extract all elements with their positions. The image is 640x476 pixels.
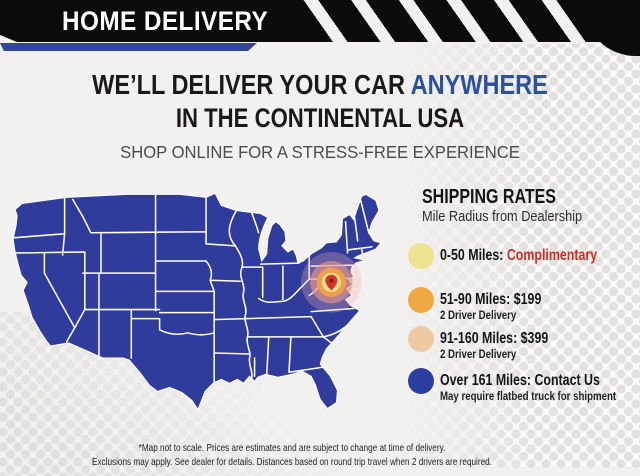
page-title: HOME DELIVERY — [62, 5, 269, 36]
rate-note: 2 Driver Delivery — [440, 310, 517, 322]
rate-text: 91-160 Miles: $399 2 Driver Delivery — [440, 326, 575, 363]
rate-label: 0-50 Miles: Complimentary — [440, 246, 597, 265]
usa-map-svg — [12, 192, 382, 411]
disclaimer-line1: *Map not to scale. Prices are estimates … — [138, 442, 446, 454]
rate-text: 0-50 Miles: Complimentary — [440, 243, 636, 265]
pin-center-dot — [329, 278, 334, 283]
rate-dot-91-160 — [408, 326, 434, 352]
disclaimer: *Map not to scale. Prices are estimates … — [0, 441, 584, 469]
shipping-rates-panel: SHIPPING RATES Mile Radius from Dealersh… — [406, 186, 640, 416]
rate-range: 51-90 Miles: — [440, 291, 514, 308]
rates-subtitle: Mile Radius from Dealership — [422, 208, 583, 225]
rate-note: 2 Driver Delivery — [440, 349, 517, 361]
headline-line1: WE’LL DELIVER YOUR CAR ANYWHERE — [51, 68, 589, 101]
rate-range: 91-160 Miles: — [440, 330, 521, 347]
header-diagonal-stripes — [300, 0, 608, 42]
rate-row-over-161: Over 161 Miles: Contact Us May require f… — [408, 368, 640, 405]
rate-label: Over 161 Miles: Contact Us — [440, 371, 608, 390]
hero-headline: WE’LL DELIVER YOUR CAR ANYWHERE IN THE C… — [0, 68, 640, 163]
rate-dot-0-50 — [408, 243, 434, 269]
headline-line2: IN THE CONTINENTAL USA — [175, 103, 465, 133]
header-corner-shape — [588, 0, 640, 56]
rate-row-51-90: 51-90 Miles: $199 2 Driver Delivery — [408, 287, 567, 324]
usa-map — [6, 190, 390, 418]
headline-subtitle: SHOP ONLINE FOR A STRESS-FREE EXPERIENCE — [120, 142, 520, 162]
rate-range: Over 161 Miles: — [440, 372, 535, 389]
rate-text: 51-90 Miles: $199 2 Driver Delivery — [440, 287, 567, 324]
rate-label: 51-90 Miles: $199 — [440, 290, 541, 309]
headline-black-text: WE’LL DELIVER YOUR CAR — [92, 69, 411, 100]
accent-underline-bar — [0, 43, 257, 51]
rate-note: May require flatbed truck for shipment — [440, 391, 617, 403]
rate-value: Complimentary — [506, 247, 598, 264]
rate-value: $199 — [513, 291, 542, 308]
rate-value: $399 — [520, 330, 549, 347]
rate-dot-51-90 — [408, 287, 434, 313]
rates-title: SHIPPING RATES — [422, 186, 556, 208]
rate-label: 91-160 Miles: $399 — [440, 329, 548, 348]
dealership-marker — [301, 251, 362, 313]
header-corner-notch — [0, 35, 17, 42]
rate-row-0-50: 0-50 Miles: Complimentary — [408, 243, 636, 269]
rate-dot-over-161 — [408, 368, 434, 394]
rate-text: Over 161 Miles: Contact Us May require f… — [440, 368, 640, 405]
headline-accent-text: ANYWHERE — [410, 69, 548, 100]
disclaimer-line2: Exclusions may apply. See dealer for det… — [91, 456, 492, 468]
rate-row-91-160: 91-160 Miles: $399 2 Driver Delivery — [408, 326, 575, 363]
rate-value: Contact Us — [534, 372, 600, 389]
rate-range: 0-50 Miles: — [440, 247, 507, 264]
